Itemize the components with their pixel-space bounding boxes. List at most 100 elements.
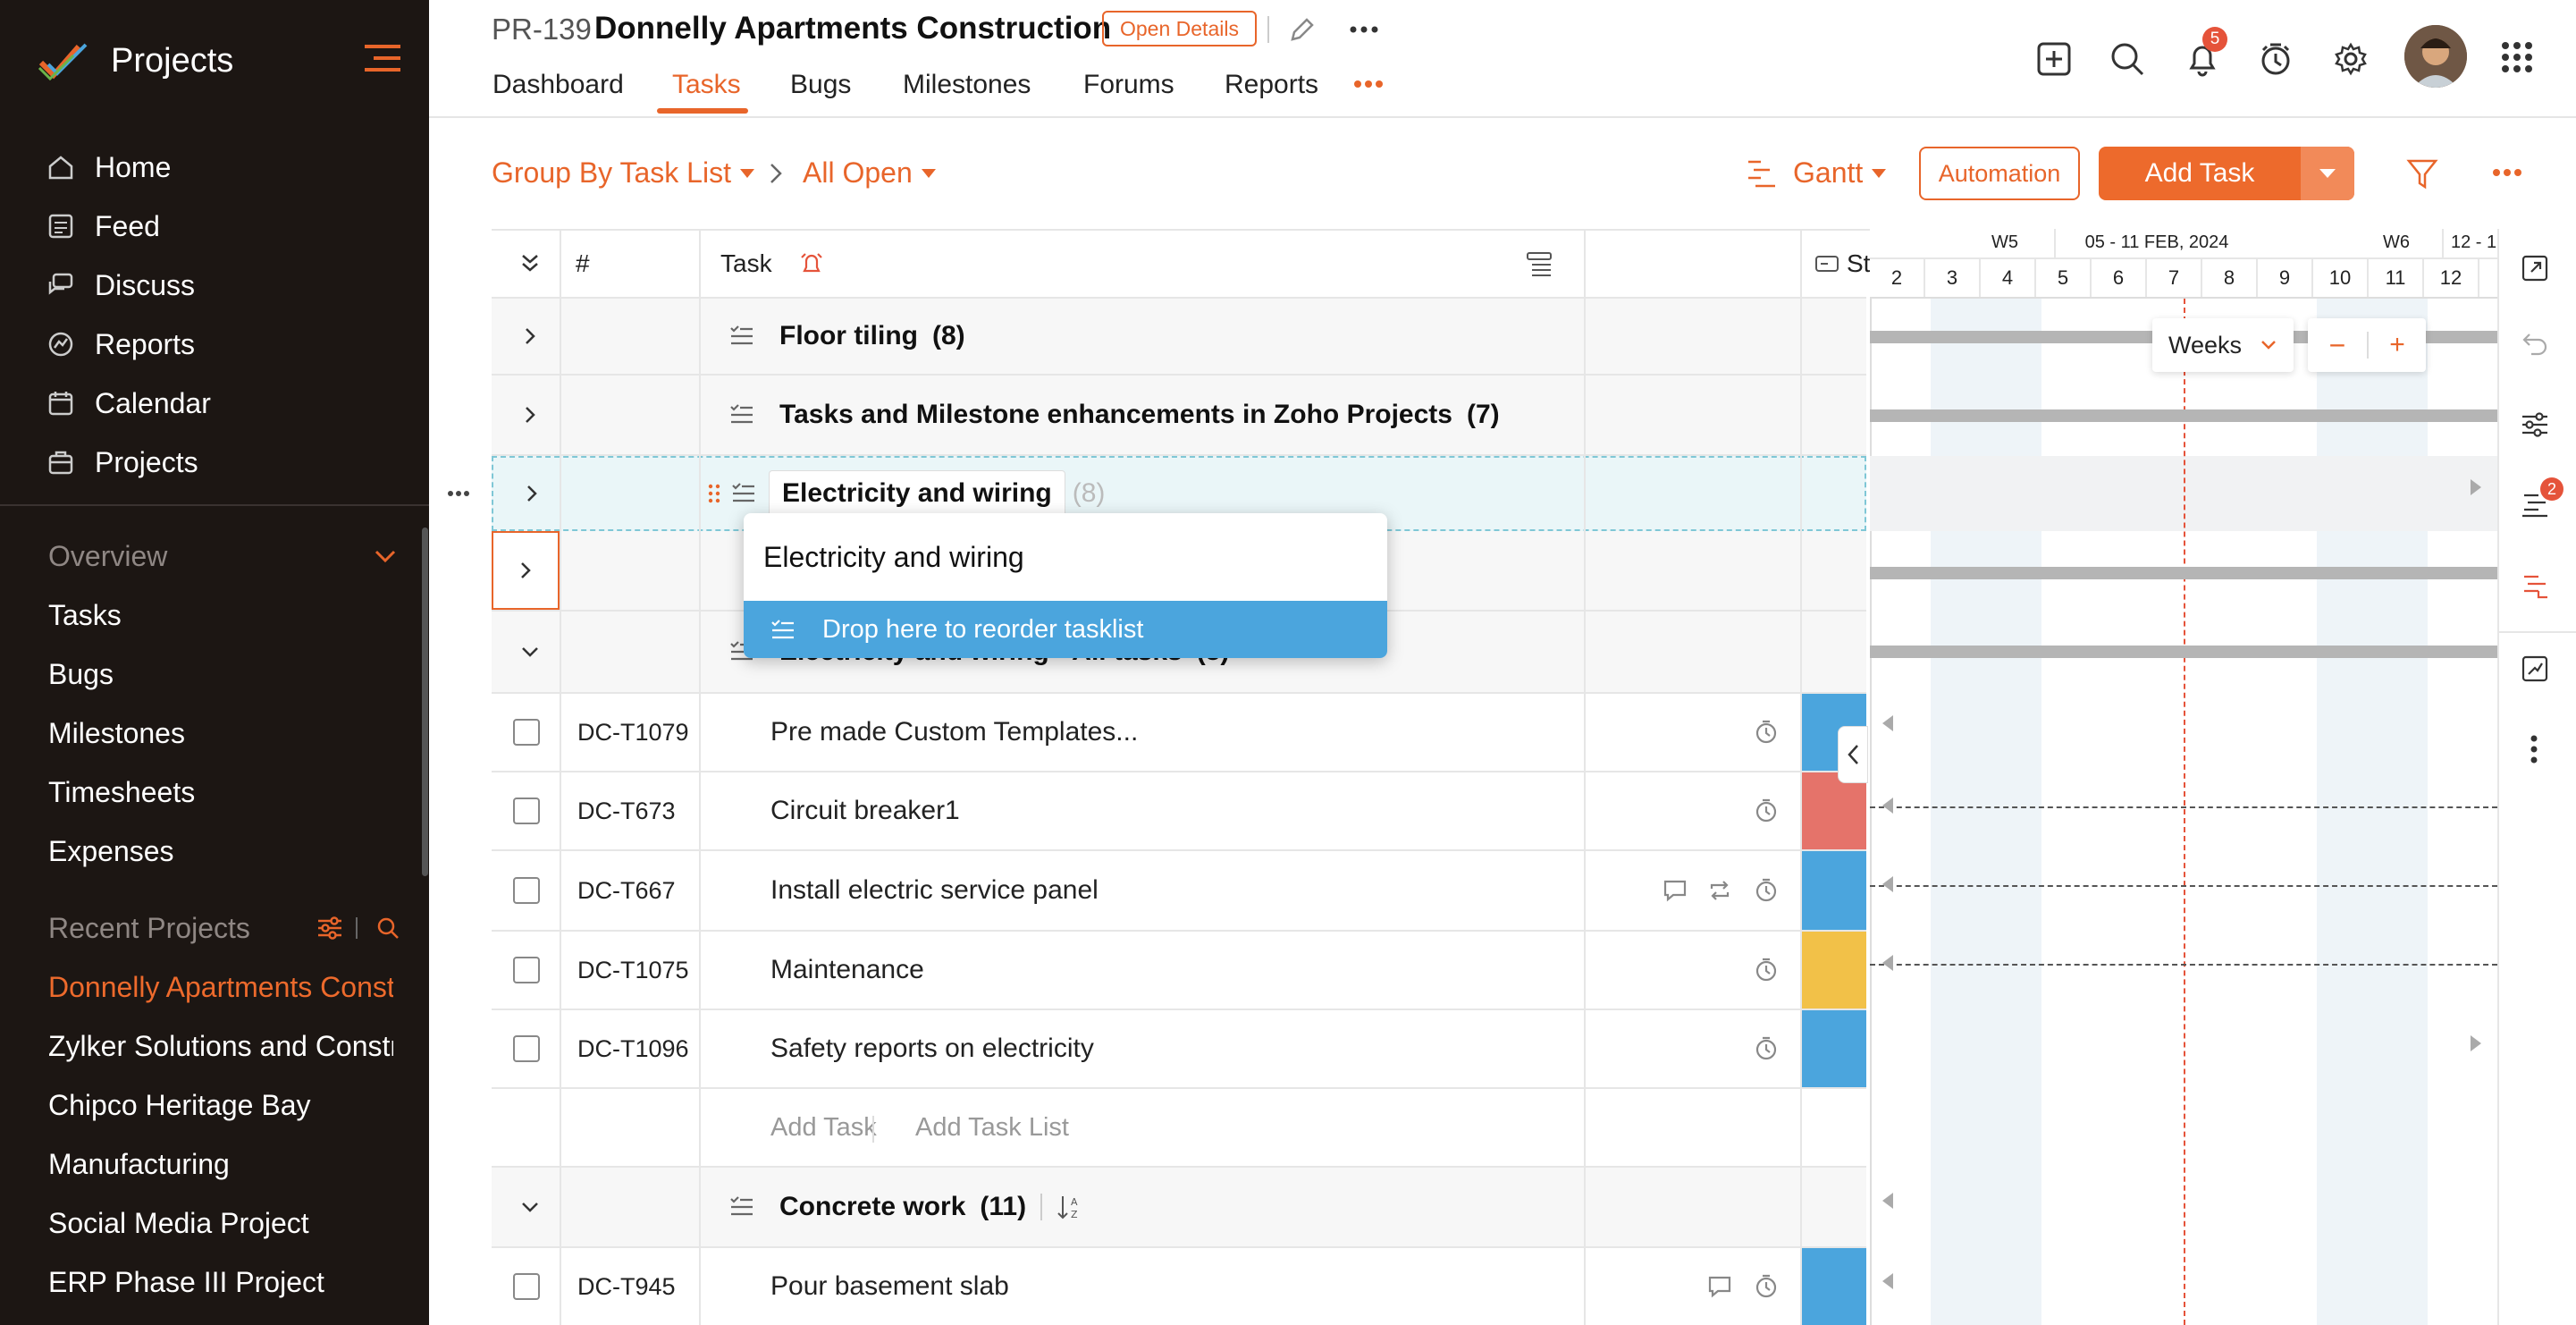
table-row[interactable]: DC-T1079 Pre made Custom Templates... [492, 694, 1866, 772]
alarm-icon[interactable] [799, 251, 824, 276]
more-tabs-icon[interactable] [1353, 79, 1384, 89]
group-by-dropdown[interactable]: Group By Task List [492, 156, 754, 190]
sidebar-item-discuss[interactable]: Discuss [46, 263, 195, 308]
table-row[interactable]: DC-T673 Circuit breaker1 [492, 772, 1866, 851]
timer-icon[interactable] [1754, 798, 1779, 823]
status-cell[interactable] [1802, 772, 1866, 849]
timer-icon[interactable] [1754, 958, 1779, 983]
gantt-tasklist-bar[interactable] [1870, 409, 2497, 422]
task-checkbox[interactable] [513, 798, 540, 824]
zoom-in-button[interactable]: + [2389, 330, 2405, 359]
recent-project-item[interactable]: Zylker Solutions and Construction [48, 1029, 393, 1062]
scroll-left-icon[interactable] [1882, 715, 1893, 731]
drop-zone[interactable]: Drop here to reorder tasklist [744, 601, 1387, 658]
task-name[interactable]: Safety reports on electricity [770, 1034, 1094, 1063]
timer-icon[interactable] [1754, 720, 1779, 745]
tasklist-row[interactable]: Floor tiling (8) [492, 299, 1866, 376]
sidebar-item-reports[interactable]: Reports [46, 322, 195, 367]
tab-dashboard[interactable]: Dashboard [492, 70, 624, 99]
more-horizontal-icon[interactable] [2492, 168, 2522, 177]
apps-grid-icon[interactable] [2501, 41, 2533, 73]
status-cell[interactable] [1802, 851, 1866, 930]
tab-tasks[interactable]: Tasks [672, 70, 741, 99]
row-more-icon[interactable] [447, 490, 470, 497]
more-horizontal-icon[interactable] [1350, 25, 1378, 34]
more-vertical-icon[interactable] [2530, 735, 2538, 764]
scroll-left-icon[interactable] [1882, 1193, 1893, 1209]
table-row[interactable]: DC-T667 Install electric service panel [492, 851, 1866, 932]
task-checkbox[interactable] [513, 1035, 540, 1062]
timer-icon[interactable] [2256, 39, 2295, 79]
task-name[interactable]: Install electric service panel [770, 875, 1099, 905]
recurrence-icon[interactable] [1707, 879, 1732, 902]
settings-sliders-icon[interactable] [2521, 411, 2549, 438]
chevron-down-icon[interactable] [374, 547, 397, 565]
search-icon[interactable] [2108, 39, 2147, 79]
task-name[interactable]: Circuit breaker1 [770, 796, 960, 825]
sidebar-scrollbar[interactable] [422, 527, 428, 876]
task-id[interactable]: DC-T667 [577, 876, 676, 904]
tab-bugs[interactable]: Bugs [790, 70, 852, 99]
search-icon[interactable] [375, 916, 400, 941]
sidebar-item-calendar[interactable]: Calendar [46, 381, 211, 426]
undo-icon[interactable] [2521, 331, 2549, 358]
chevron-right-icon[interactable] [512, 557, 539, 584]
sidebar-item-feed[interactable]: Feed [46, 204, 160, 249]
column-header-task[interactable]: Task [720, 249, 772, 277]
chevron-right-icon[interactable] [517, 323, 543, 350]
task-id[interactable]: DC-T673 [577, 797, 676, 824]
avatar[interactable] [2404, 25, 2467, 88]
recent-project-item[interactable]: ERP Phase III Project [48, 1265, 324, 1298]
status-cell[interactable] [1802, 1248, 1866, 1325]
filter-dropdown[interactable]: All Open [803, 156, 936, 190]
column-header-status[interactable]: St [1847, 249, 1871, 277]
task-name[interactable]: Pre made Custom Templates... [770, 717, 1139, 747]
task-checkbox[interactable] [513, 957, 540, 983]
add-icon[interactable] [2034, 39, 2074, 79]
scroll-left-icon[interactable] [1882, 955, 1893, 971]
task-name[interactable]: Pour basement slab [770, 1271, 1009, 1301]
zoom-out-button[interactable]: − [2328, 328, 2346, 361]
drag-preview-popup[interactable]: Electricity and wiring Drop here to reor… [744, 513, 1387, 658]
chevron-down-icon[interactable] [517, 1194, 543, 1220]
critical-path-icon[interactable] [2521, 572, 2549, 599]
add-task-button[interactable]: Add Task [2099, 147, 2354, 200]
fullscreen-icon[interactable] [2521, 254, 2549, 283]
sidebar-item-projects[interactable]: Projects [46, 440, 198, 485]
task-checkbox[interactable] [513, 877, 540, 904]
tab-reports[interactable]: Reports [1225, 70, 1319, 99]
zoom-dropdown[interactable]: Weeks [2152, 318, 2294, 372]
add-task-dropdown[interactable] [2301, 147, 2354, 200]
table-row[interactable]: DC-T1075 Maintenance [492, 932, 1866, 1010]
task-id[interactable]: DC-T1096 [577, 1034, 689, 1062]
tasklist-row[interactable]: Tasks and Milestone enhancements in Zoho… [492, 376, 1866, 456]
sidebar-item-tasks[interactable]: Tasks [48, 598, 122, 631]
filter-icon[interactable] [2406, 157, 2438, 190]
scroll-left-icon[interactable] [1882, 798, 1893, 814]
timer-icon[interactable] [1754, 1274, 1779, 1299]
collapse-gantt-button[interactable] [1838, 726, 1868, 783]
drag-handle-icon[interactable] [708, 484, 720, 503]
menu-toggle-icon[interactable] [365, 45, 400, 72]
task-name[interactable]: Maintenance [770, 955, 924, 984]
tasklist-name[interactable]: Concrete work [779, 1192, 966, 1221]
chevron-right-icon[interactable] [517, 401, 543, 428]
gantt-tasklist-bar[interactable] [1870, 567, 2497, 579]
status-cell[interactable] [1802, 1010, 1866, 1087]
recent-project-item[interactable]: Manufacturing [48, 1147, 230, 1180]
gear-icon[interactable] [2331, 39, 2370, 79]
overview-header[interactable]: Overview [48, 539, 168, 572]
tab-milestones[interactable]: Milestones [903, 70, 1031, 99]
expand-cell[interactable] [492, 531, 560, 610]
comment-icon[interactable] [1663, 879, 1688, 902]
task-checkbox[interactable] [513, 1273, 540, 1300]
column-header-id[interactable]: # [576, 249, 590, 277]
brand[interactable]: Projects [38, 36, 233, 86]
recent-project-item[interactable]: Social Media Project [48, 1206, 309, 1239]
sort-icon[interactable]: AZ [1056, 1194, 1083, 1220]
tasklist-name[interactable]: Floor tiling [779, 321, 918, 350]
gantt-tasklist-bar[interactable] [1870, 646, 2497, 658]
timer-icon[interactable] [1754, 1036, 1779, 1061]
sidebar-item-home[interactable]: Home [46, 145, 171, 190]
bell-icon[interactable] [2183, 39, 2222, 79]
